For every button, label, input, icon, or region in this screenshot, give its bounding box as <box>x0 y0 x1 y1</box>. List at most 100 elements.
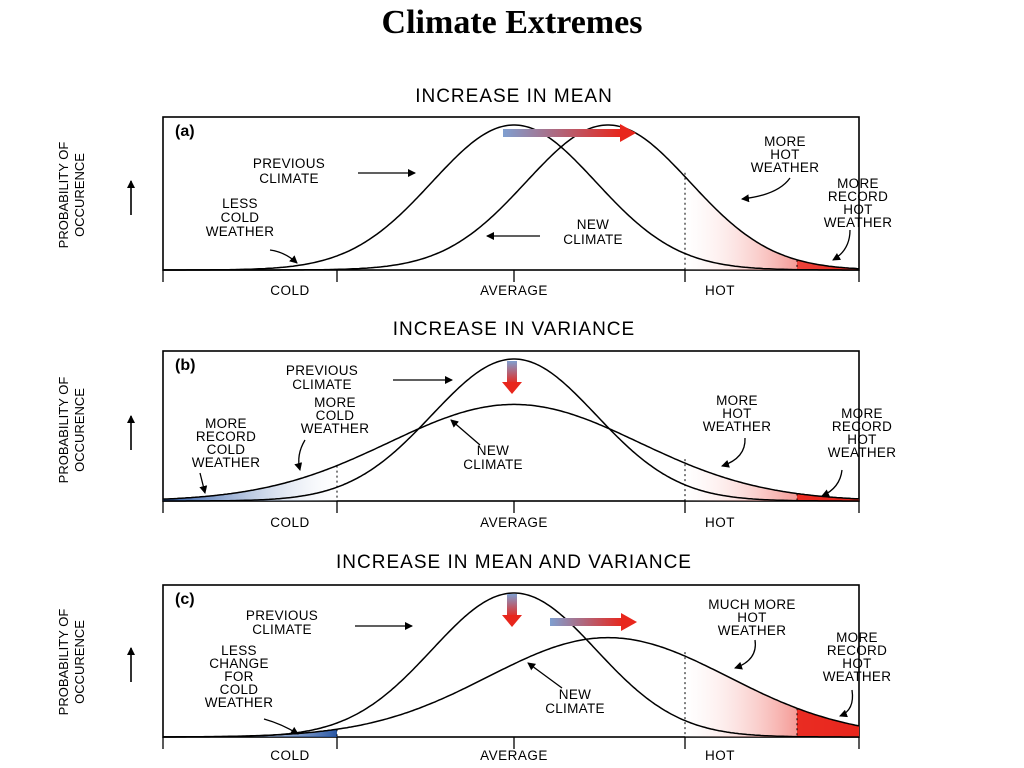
record-hot-note: HOT <box>842 656 871 671</box>
hot-tail-shading <box>685 463 859 501</box>
panel-label: (b) <box>175 357 195 374</box>
previous-climate-label: PREVIOUS <box>253 156 325 171</box>
previous-climate-label: PREVIOUS <box>286 363 358 378</box>
record-hot-shading <box>797 259 859 270</box>
record-hot-pointer <box>839 689 854 718</box>
cold-weather-pointer <box>294 439 306 471</box>
y-axis-label-line: OCCURENCE <box>72 388 87 472</box>
record-cold-note: WEATHER <box>192 455 261 470</box>
record-hot-pointer <box>821 469 843 497</box>
new-climate-label: CLIMATE <box>563 232 623 247</box>
hot-weather-pointer <box>734 639 756 670</box>
previous-climate-label: CLIMATE <box>252 622 312 637</box>
hot-weather-pointer <box>721 437 746 468</box>
new-climate-label: NEW <box>477 443 509 458</box>
x-label-average: AVERAGE <box>480 283 548 298</box>
panel-a: INCREASE IN MEAN PROBABILITY OF OCCURENCE (… <box>56 86 892 298</box>
record-cold-note: RECORD <box>196 429 256 444</box>
previous-climate-curve <box>163 358 859 502</box>
panel-b: INCREASE IN VARIANCE PROBABILITY OF OCCURE… <box>56 319 896 530</box>
panel-label: (c) <box>175 591 195 608</box>
new-climate-curve <box>162 403 860 500</box>
cold-weather-note: MORE <box>314 395 356 410</box>
x-label-cold: COLD <box>270 515 310 530</box>
record-hot-note: MORE <box>841 406 883 421</box>
cold-weather-note: COLD <box>220 682 259 697</box>
hot-weather-note: MORE <box>764 134 806 149</box>
x-label-hot: HOT <box>705 748 735 763</box>
cold-weather-pointer <box>269 249 298 264</box>
record-hot-shading <box>797 708 859 737</box>
record-hot-note: HOT <box>843 202 872 217</box>
panel-title: INCREASE IN VARIANCE <box>393 319 635 340</box>
record-hot-note: RECORD <box>828 189 888 204</box>
hot-weather-note: WEATHER <box>703 419 772 434</box>
hot-weather-note: WEATHER <box>718 623 787 638</box>
cold-weather-pointer <box>263 718 299 735</box>
y-axis-label: PROBABILITY OF OCCURENCE <box>56 142 87 249</box>
record-hot-note: RECORD <box>827 643 887 658</box>
hot-weather-note: HOT <box>722 406 751 421</box>
new-climate-label: NEW <box>559 687 591 702</box>
previous-climate-label: CLIMATE <box>259 171 319 186</box>
x-label-hot: HOT <box>705 515 735 530</box>
hot-tail-shading <box>685 176 859 270</box>
y-axis-label-line: PROBABILITY OF <box>56 609 71 716</box>
new-climate-label: CLIMATE <box>545 701 605 716</box>
record-hot-note: WEATHER <box>828 445 897 460</box>
record-hot-note: MORE <box>837 176 879 191</box>
hot-weather-note: MORE <box>716 393 758 408</box>
record-cold-note: MORE <box>205 416 247 431</box>
new-climate-label: NEW <box>577 217 609 232</box>
record-hot-note: HOT <box>847 432 876 447</box>
cold-weather-note: COLD <box>316 408 355 423</box>
cold-weather-note: WEATHER <box>301 421 370 436</box>
cold-weather-note: LESS <box>221 643 257 658</box>
record-hot-note: RECORD <box>832 419 892 434</box>
x-label-cold: COLD <box>270 283 310 298</box>
record-hot-note: MORE <box>836 630 878 645</box>
y-axis-label: PROBABILITY OF OCCURENCE <box>56 609 87 716</box>
record-hot-pointer <box>832 229 851 261</box>
y-axis-label: PROBABILITY OF OCCURENCE <box>56 377 87 484</box>
cold-weather-note: LESS <box>222 196 258 211</box>
mean-shift-arrow <box>503 124 636 142</box>
panel-frame <box>162 116 860 271</box>
new-climate-pointer <box>527 662 563 689</box>
x-label-average: AVERAGE <box>480 515 548 530</box>
new-climate-pointer <box>450 419 481 446</box>
y-axis-label-line: PROBABILITY OF <box>56 142 71 249</box>
new-climate-curve <box>163 124 860 271</box>
hot-weather-note: WEATHER <box>751 160 820 175</box>
record-cold-pointer <box>199 472 208 494</box>
x-label-hot: HOT <box>705 283 735 298</box>
record-cold-note: COLD <box>207 442 246 457</box>
hot-weather-pointer <box>741 177 791 203</box>
panel-frame <box>162 350 860 502</box>
slide-title: Climate Extremes <box>381 4 643 41</box>
cold-weather-note: CHANGE <box>209 656 269 671</box>
cold-weather-note: WEATHER <box>206 224 275 239</box>
hot-weather-note: HOT <box>770 147 799 162</box>
variance-arrow <box>502 361 522 394</box>
y-axis-label-line: PROBABILITY OF <box>56 377 71 484</box>
cold-weather-note: FOR <box>224 669 253 684</box>
variance-arrow <box>502 594 522 627</box>
panel-title: INCREASE IN MEAN <box>415 86 613 107</box>
cold-weather-note: COLD <box>221 210 260 225</box>
panel-c: INCREASE IN MEAN AND VARIANCE PROBABILITY… <box>56 552 891 763</box>
panel-label: (a) <box>175 123 195 140</box>
record-hot-note: WEATHER <box>823 669 892 684</box>
previous-climate-label: CLIMATE <box>292 377 352 392</box>
new-climate-curve <box>163 636 860 738</box>
previous-climate-curve <box>163 124 859 271</box>
y-axis-label-line: OCCURENCE <box>72 153 87 237</box>
panel-frame <box>162 584 860 738</box>
new-climate-label: CLIMATE <box>463 457 523 472</box>
y-axis-label-line: OCCURENCE <box>72 620 87 704</box>
x-label-average: AVERAGE <box>480 748 548 763</box>
record-hot-note: WEATHER <box>824 215 893 230</box>
panel-title: INCREASE IN MEAN AND VARIANCE <box>336 552 692 573</box>
mean-shift-arrow <box>550 613 637 631</box>
